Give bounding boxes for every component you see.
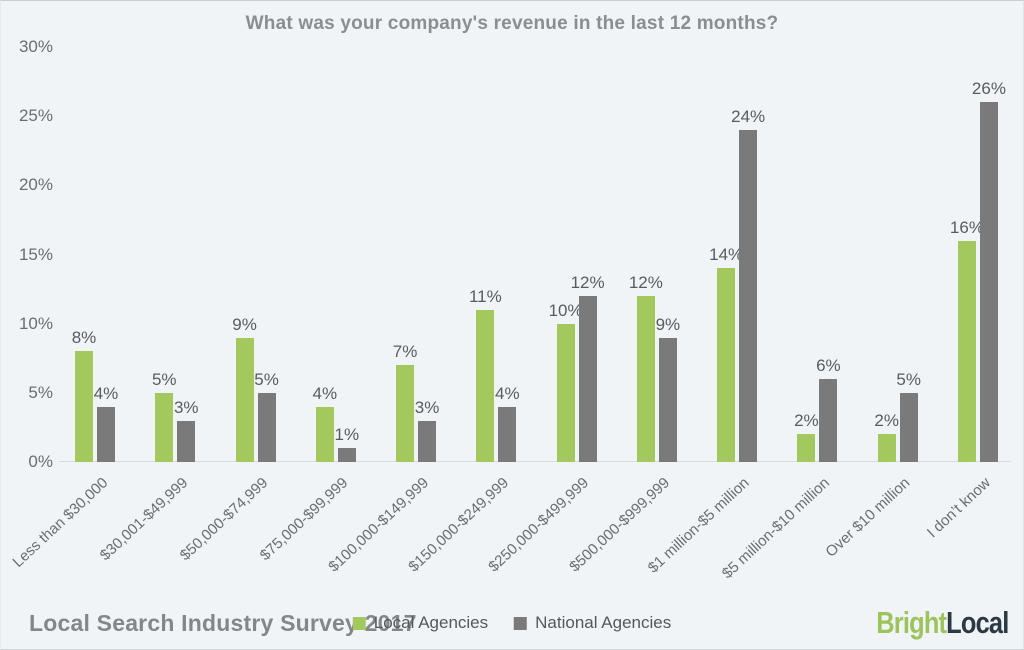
bar-national-agencies: 6% (816, 356, 841, 462)
value-label: 9% (655, 314, 681, 334)
legend-label: National Agencies (535, 613, 672, 632)
value-label: 4% (93, 383, 119, 403)
bar-national-agencies: 3% (174, 398, 199, 462)
bar-local-agencies: 11% (469, 287, 502, 462)
bar-local-agencies: 16% (950, 218, 984, 462)
value-label: 4% (312, 383, 338, 403)
bar-local-agencies: 8% (72, 328, 96, 462)
bar-group: 14% 24% $1 million-$5 million (645, 47, 765, 577)
footer: Local Search Industry Survey 2017 Local … (1, 597, 1023, 649)
bar-national-agencies: 9% (656, 315, 680, 462)
value-label: 16% (949, 217, 984, 237)
bar-group: 7% 3% $100,000-$149,999 (325, 47, 439, 575)
value-label: 12% (628, 273, 663, 292)
bar-national-agencies: 24% (731, 107, 765, 462)
chart-title: What was your company's revenue in the l… (245, 13, 779, 34)
bar-group: 9% 5% $50,000-$74,999 (177, 47, 279, 565)
bar-national-agencies: 4% (94, 384, 118, 462)
bar-national-agencies: 5% (896, 370, 921, 462)
value-label: 24% (731, 107, 766, 126)
value-label: 8% (71, 328, 97, 348)
value-label: 5% (151, 369, 177, 389)
bar-group: 2% 5% Over $10 million (823, 47, 921, 561)
bar-group: 16% 26% I don’t know (924, 47, 1006, 541)
plot-area: 8% 4% Less than $30,000 5% 3% $30,001-$49,999… (9, 47, 1006, 582)
value-label: 6% (816, 356, 841, 375)
value-label: 4% (495, 383, 520, 403)
legend-item-national-agencies[interactable]: National Agencies (514, 613, 671, 633)
x-tick-label: I don’t know (923, 474, 994, 542)
y-tick-label: 15% (18, 244, 53, 264)
legend-label: Local Agencies (373, 613, 489, 632)
y-tick-label: 5% (28, 382, 53, 402)
value-label: 9% (232, 314, 257, 334)
bar-national-agencies: 3% (415, 398, 439, 462)
y-tick-label: 10% (18, 313, 53, 333)
bar-group: 10% 12% $250,000-$499,999 (486, 47, 605, 575)
y-tick-label: 30% (18, 37, 53, 56)
value-label: 1% (334, 425, 360, 445)
bar-local-agencies: 2% (874, 411, 899, 462)
x-tick-label: Less than $30,000 (9, 474, 111, 571)
y-tick-label: 20% (18, 175, 53, 195)
value-label: 2% (874, 411, 899, 431)
bar-group: 8% 4% Less than $30,000 (9, 47, 118, 571)
y-tick-label: 25% (18, 106, 53, 126)
value-label: 5% (254, 369, 279, 389)
legend: Local Agencies National Agencies (352, 613, 671, 633)
source-label: Local Search Industry Survey 2017 (29, 609, 417, 636)
bar-national-agencies: 26% (972, 79, 1006, 462)
value-label: 3% (414, 397, 440, 417)
legend-swatch-icon (514, 616, 528, 630)
value-label: 14% (709, 245, 744, 265)
value-label: 10% (548, 300, 583, 320)
value-label: 5% (896, 369, 921, 389)
bar-local-agencies: 9% (232, 315, 257, 462)
x-tick-label: Over $10 million (822, 474, 914, 561)
value-label: 26% (971, 79, 1006, 99)
bar-local-agencies: 12% (629, 273, 663, 462)
bar-national-agencies: 1% (335, 425, 359, 462)
value-label: 3% (173, 397, 199, 417)
bar-group: 2% 6% $5 million-$10 million (719, 47, 841, 582)
legend-swatch-icon (352, 616, 366, 630)
logo-bright: Bright (876, 605, 947, 640)
bar-group: 4% 1% $75,000-$99,999 (257, 47, 359, 564)
bar-local-agencies: 7% (393, 342, 417, 462)
bar-national-agencies: 12% (571, 273, 605, 462)
bar-local-agencies: 14% (709, 245, 743, 462)
bar-local-agencies: 4% (313, 384, 337, 462)
legend-item-local-agencies[interactable]: Local Agencies (352, 613, 489, 633)
value-label: 12% (570, 273, 605, 292)
bar-national-agencies: 5% (254, 370, 279, 462)
brightlocal-logo: BrightLocal (876, 605, 1023, 641)
bar-local-agencies: 10% (549, 301, 583, 462)
value-label: 11% (468, 286, 502, 306)
value-label: 7% (392, 342, 418, 362)
y-tick-label: 0% (28, 452, 53, 471)
bar-group: 11% 4% $150,000-$249,999 (405, 47, 520, 576)
bar-local-agencies: 2% (794, 411, 819, 462)
bar-local-agencies: 5% (152, 370, 177, 462)
bar-national-agencies: 4% (495, 384, 520, 462)
bar-group: 12% 9% $500,000-$999,999 (566, 47, 680, 575)
y-axis: 0% 5% 10% 15% 20% 25% 30% (9, 37, 53, 471)
x-axis-line (59, 461, 1011, 462)
value-label: 2% (794, 411, 819, 431)
logo-local: Local (945, 605, 1009, 640)
bar-group: 5% 3% $30,001-$49,999 (97, 47, 199, 564)
